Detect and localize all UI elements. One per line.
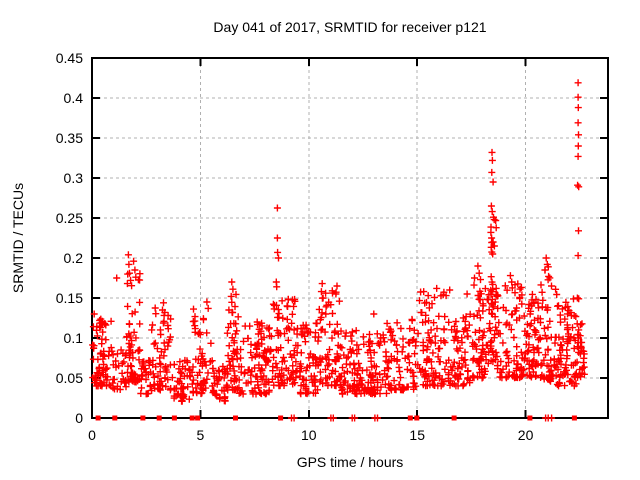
x-axis-label: GPS time / hours <box>296 454 404 470</box>
x-tick-label: 20 <box>518 427 534 443</box>
grid-lines <box>92 58 608 418</box>
data-point-markers <box>89 79 588 422</box>
x-tick-label: 0 <box>88 427 96 443</box>
y-tick-label: 0.2 <box>64 250 84 266</box>
y-tick-label: 0.3 <box>64 170 84 186</box>
y-tick-label: 0.4 <box>64 90 84 106</box>
x-tick-label: 10 <box>301 427 317 443</box>
x-tick-label: 5 <box>197 427 205 443</box>
y-tick-label: 0.25 <box>56 210 83 226</box>
y-tick-label: 0 <box>75 410 83 426</box>
y-tick-label: 0.05 <box>56 370 83 386</box>
y-tick-label: 0.15 <box>56 290 83 306</box>
chart-title: Day 041 of 2017, SRMTID for receiver p12… <box>213 19 487 35</box>
y-tick-label: 0.1 <box>64 330 84 346</box>
x-tick-label: 15 <box>409 427 425 443</box>
y-tick-label: 0.35 <box>56 130 83 146</box>
y-tick-label: 0.45 <box>56 50 83 66</box>
zero-line-squares <box>95 415 577 421</box>
